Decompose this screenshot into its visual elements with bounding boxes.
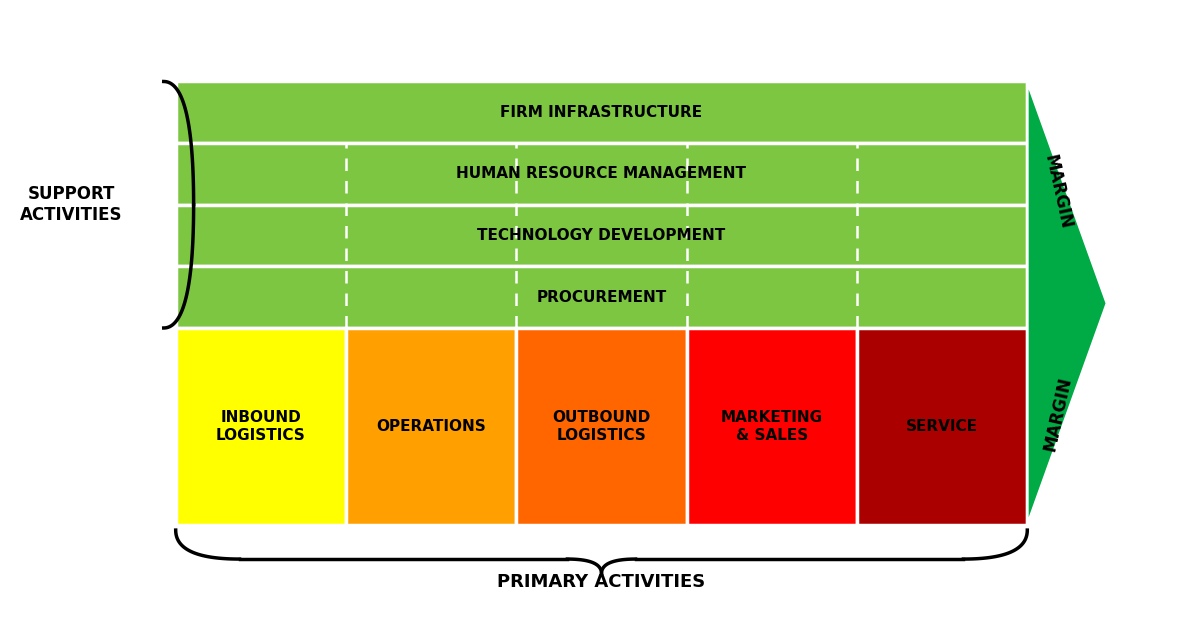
Text: INBOUND
LOGISTICS: INBOUND LOGISTICS bbox=[216, 410, 305, 443]
Text: SERVICE: SERVICE bbox=[906, 419, 978, 434]
Polygon shape bbox=[176, 82, 1028, 143]
Text: PRIMARY ACTIVITIES: PRIMARY ACTIVITIES bbox=[497, 573, 706, 592]
Text: MARKETING
& SALES: MARKETING & SALES bbox=[721, 410, 823, 443]
Text: FIRM INFRASTRUCTURE: FIRM INFRASTRUCTURE bbox=[501, 105, 702, 120]
Text: OPERATIONS: OPERATIONS bbox=[376, 419, 486, 434]
Text: HUMAN RESOURCE MANAGEMENT: HUMAN RESOURCE MANAGEMENT bbox=[456, 167, 746, 181]
Polygon shape bbox=[176, 328, 346, 525]
Text: MARGIN: MARGIN bbox=[1041, 154, 1075, 232]
Polygon shape bbox=[516, 328, 686, 525]
Polygon shape bbox=[176, 266, 1028, 328]
Text: PROCUREMENT: PROCUREMENT bbox=[537, 290, 666, 305]
Polygon shape bbox=[346, 328, 516, 525]
Text: MARGIN: MARGIN bbox=[1041, 375, 1075, 453]
Text: TECHNOLOGY DEVELOPMENT: TECHNOLOGY DEVELOPMENT bbox=[477, 228, 726, 243]
Polygon shape bbox=[176, 205, 1028, 266]
Polygon shape bbox=[176, 143, 1028, 205]
Text: OUTBOUND
LOGISTICS: OUTBOUND LOGISTICS bbox=[552, 410, 651, 443]
Polygon shape bbox=[1028, 82, 1107, 525]
Polygon shape bbox=[857, 328, 1028, 525]
Text: SUPPORT
ACTIVITIES: SUPPORT ACTIVITIES bbox=[20, 185, 122, 224]
Polygon shape bbox=[686, 328, 857, 525]
